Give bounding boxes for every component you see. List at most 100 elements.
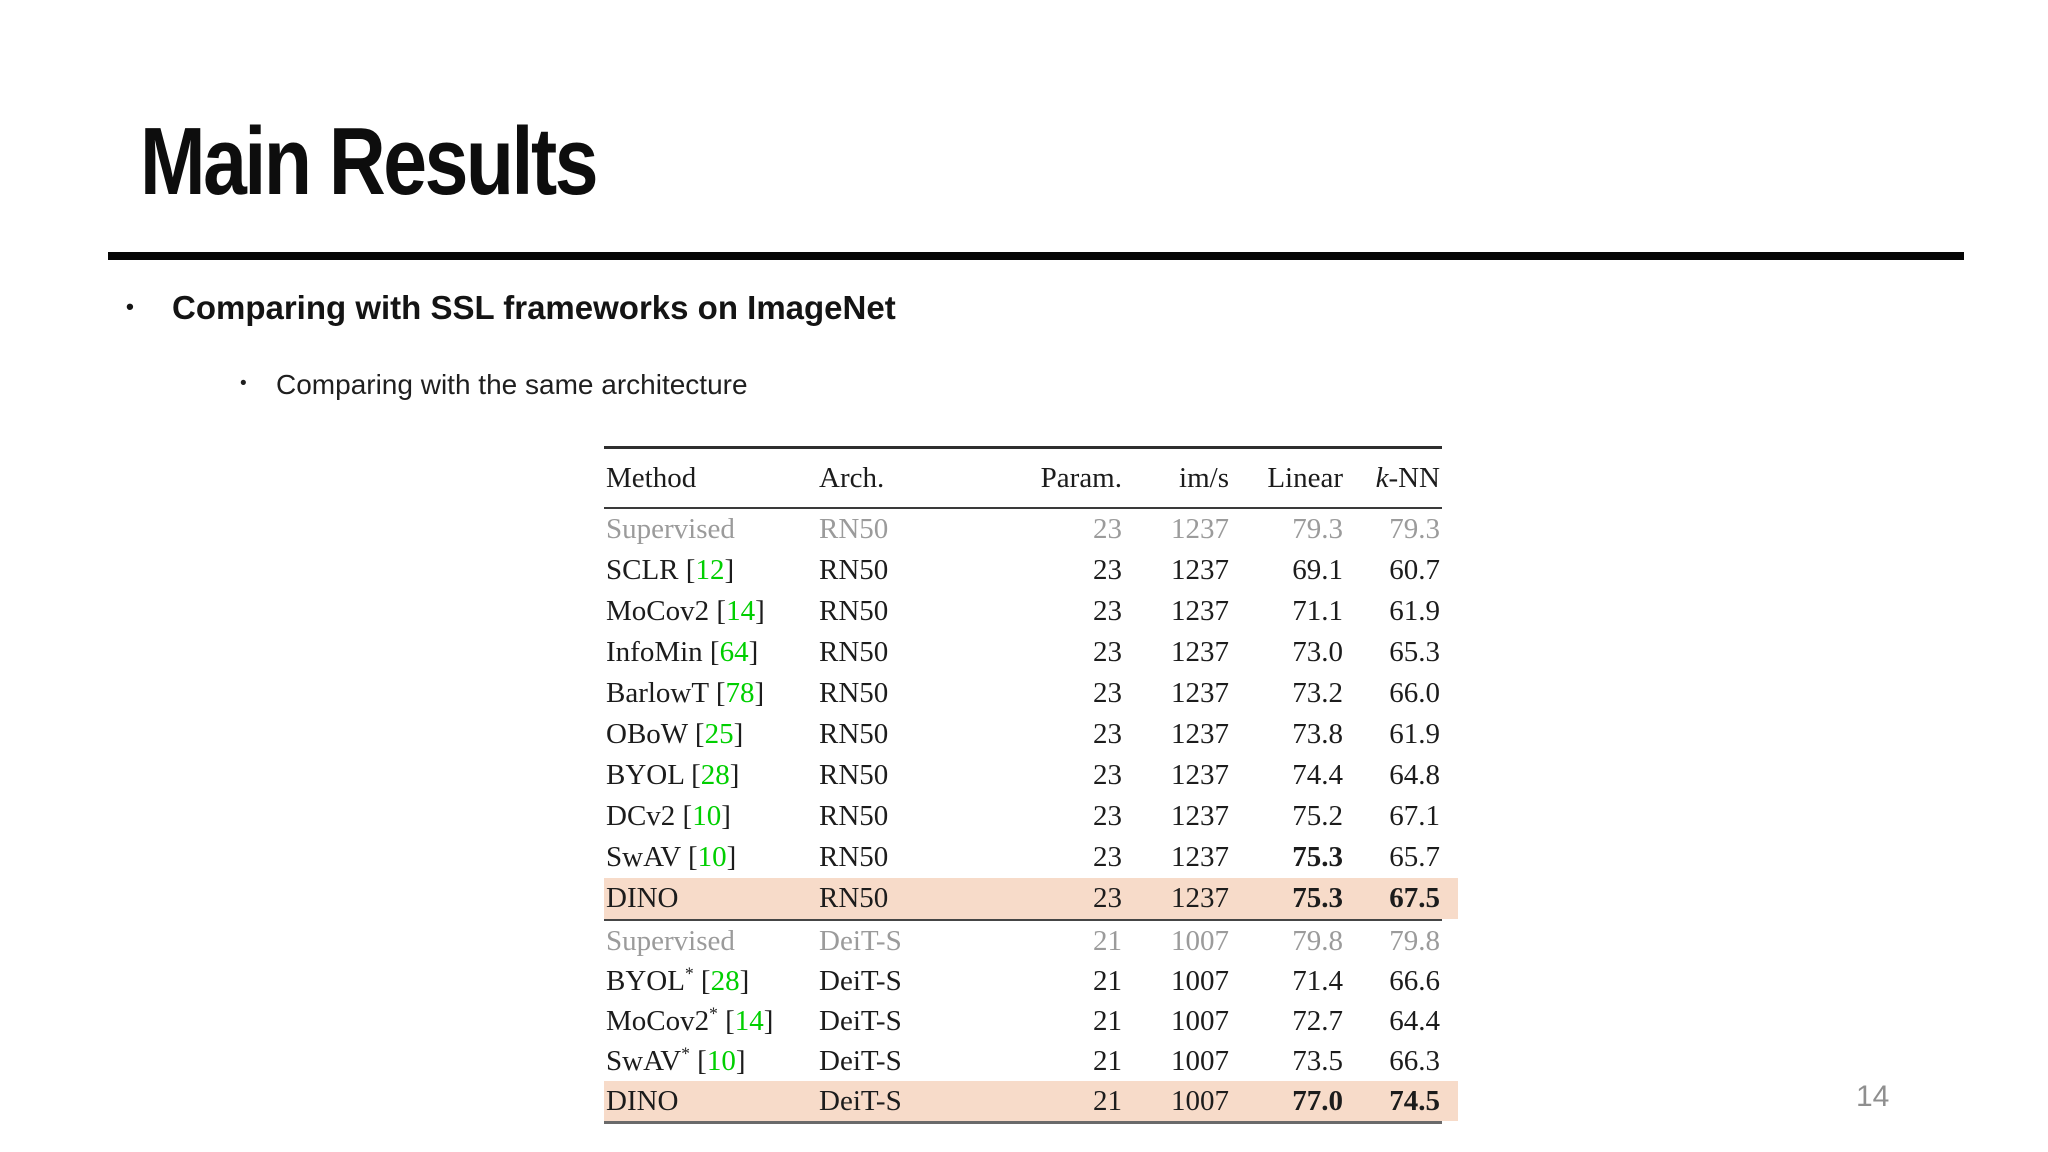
linear-cell: 79.8 [1292, 924, 1343, 957]
col-header-ims: im/s [1179, 461, 1229, 494]
col-header-param: Param. [1040, 461, 1122, 494]
knn-cell: 65.3 [1389, 636, 1440, 668]
knn-cell: 66.0 [1389, 677, 1440, 709]
arch-cell: RN50 [819, 882, 889, 914]
ims-cell: 1237 [1171, 513, 1229, 545]
knn-cell: 79.3 [1389, 513, 1440, 545]
table-row: SCLR [12] RN50 23 1237 69.1 60.7 [604, 550, 1442, 591]
table-row: OBoW [25] RN50 23 1237 73.8 61.9 [604, 714, 1442, 755]
page-number: 14 [1856, 1080, 1890, 1113]
method-cell: SCLR [12] [606, 554, 735, 586]
linear-cell: 69.1 [1292, 554, 1343, 586]
table-row: InfoMin [64] RN50 23 1237 73.0 65.3 [604, 632, 1442, 673]
citation-number: 64 [719, 636, 749, 668]
method-cell: Supervised [606, 513, 735, 545]
knn-cell: 67.5 [1389, 882, 1440, 914]
ims-cell: 1007 [1171, 924, 1229, 957]
bullet-icon: • [126, 294, 134, 319]
results-table: Method Arch. Param. im/s Linear k-NN Supervis… [604, 446, 1442, 1124]
citation-number: 25 [704, 718, 734, 750]
method-cell: DINO [606, 1084, 679, 1117]
linear-cell: 73.0 [1292, 636, 1343, 668]
param-cell: 23 [1093, 759, 1122, 791]
param-cell: 23 [1093, 677, 1122, 709]
arch-cell: DeiT-S [819, 964, 902, 997]
bullet-level1-text: Comparing with SSL frameworks on ImageNe… [172, 289, 896, 326]
ims-cell: 1007 [1171, 964, 1229, 997]
ims-cell: 1007 [1171, 1044, 1229, 1077]
linear-cell: 75.2 [1292, 800, 1343, 832]
method-cell: SwAV* [10] [606, 1042, 746, 1077]
method-cell: BarlowT [78] [606, 677, 765, 709]
ims-cell: 1237 [1171, 800, 1229, 832]
knn-cell: 61.9 [1389, 595, 1440, 627]
linear-cell: 74.4 [1292, 759, 1343, 791]
knn-cell: 66.6 [1389, 964, 1440, 997]
param-cell: 23 [1093, 595, 1122, 627]
knn-cell: 74.5 [1389, 1084, 1440, 1117]
bullet-icon: • [240, 373, 247, 394]
param-cell: 23 [1093, 718, 1122, 750]
knn-cell: 60.7 [1389, 554, 1440, 586]
method-cell: SwAV [10] [606, 841, 737, 873]
method-cell: DCv2 [10] [606, 800, 731, 832]
ims-cell: 1007 [1171, 1004, 1229, 1037]
arch-cell: RN50 [819, 677, 889, 709]
col-header-knn: k-NN [1375, 461, 1440, 494]
ims-cell: 1237 [1171, 841, 1229, 873]
ims-cell: 1237 [1171, 882, 1229, 914]
param-cell: 23 [1093, 636, 1122, 668]
linear-cell: 73.2 [1292, 677, 1343, 709]
table-row: MoCov2 [14] RN50 23 1237 71.1 61.9 [604, 591, 1442, 632]
citation-number: 14 [726, 595, 756, 627]
knn-cell: 65.7 [1389, 841, 1440, 873]
arch-cell: RN50 [819, 513, 889, 545]
bullet-level2-text: Comparing with the same architecture [276, 369, 748, 400]
linear-cell: 79.3 [1292, 513, 1343, 545]
table-top-rule [604, 446, 1442, 449]
param-cell: 23 [1093, 882, 1122, 914]
col-header-linear: Linear [1267, 461, 1343, 494]
param-cell: 21 [1093, 1084, 1122, 1117]
col-header-arch: Arch. [819, 461, 885, 494]
citation-number: 10 [706, 1044, 736, 1077]
knn-cell: 79.8 [1389, 924, 1440, 957]
ims-cell: 1237 [1171, 636, 1229, 668]
table-row: DCv2 [10] RN50 23 1237 75.2 67.1 [604, 796, 1442, 837]
ims-cell: 1237 [1171, 718, 1229, 750]
param-cell: 21 [1093, 1004, 1122, 1037]
linear-cell: 71.1 [1292, 595, 1343, 627]
linear-cell: 77.0 [1292, 1084, 1343, 1117]
arch-cell: RN50 [819, 800, 889, 832]
table-row: Supervised RN50 23 1237 79.3 79.3 [604, 509, 1442, 550]
table-row: Supervised DeiT-S 21 1007 79.8 79.8 [604, 921, 1442, 961]
linear-cell: 72.7 [1292, 1004, 1343, 1037]
table-header-rule [604, 507, 1442, 509]
table-row: SwAV* [10] DeiT-S 21 1007 73.5 66.3 [604, 1041, 1442, 1081]
arch-cell: DeiT-S [819, 924, 902, 957]
param-cell: 21 [1093, 924, 1122, 957]
method-cell: BYOL [28] [606, 759, 740, 791]
param-cell: 23 [1093, 554, 1122, 586]
table-row: BarlowT [78] RN50 23 1237 73.2 66.0 [604, 673, 1442, 714]
table-row: DINO RN50 23 1237 75.3 67.5 [604, 878, 1442, 919]
bullet-level2: • Comparing with the same architecture [240, 369, 748, 401]
ims-cell: 1237 [1171, 595, 1229, 627]
arch-cell: RN50 [819, 554, 889, 586]
table-bottom-rule [604, 1121, 1442, 1124]
knn-cell: 61.9 [1389, 718, 1440, 750]
knn-cell: 64.8 [1389, 759, 1440, 791]
method-cell: MoCov2 [14] [606, 595, 765, 627]
table-row: DINO DeiT-S 21 1007 77.0 74.5 [604, 1081, 1442, 1121]
arch-cell: RN50 [819, 841, 889, 873]
citation-number: 12 [695, 554, 725, 586]
param-cell: 23 [1093, 513, 1122, 545]
param-cell: 21 [1093, 964, 1122, 997]
table-section-rule [604, 919, 1442, 921]
table-header-row: Method Arch. Param. im/s Linear k-NN [604, 449, 1442, 507]
table-section-deits: Supervised DeiT-S 21 1007 79.8 79.8 BYOL* [28]… [604, 921, 1442, 1121]
arch-cell: RN50 [819, 718, 889, 750]
linear-cell: 73.8 [1292, 718, 1343, 750]
param-cell: 21 [1093, 1044, 1122, 1077]
